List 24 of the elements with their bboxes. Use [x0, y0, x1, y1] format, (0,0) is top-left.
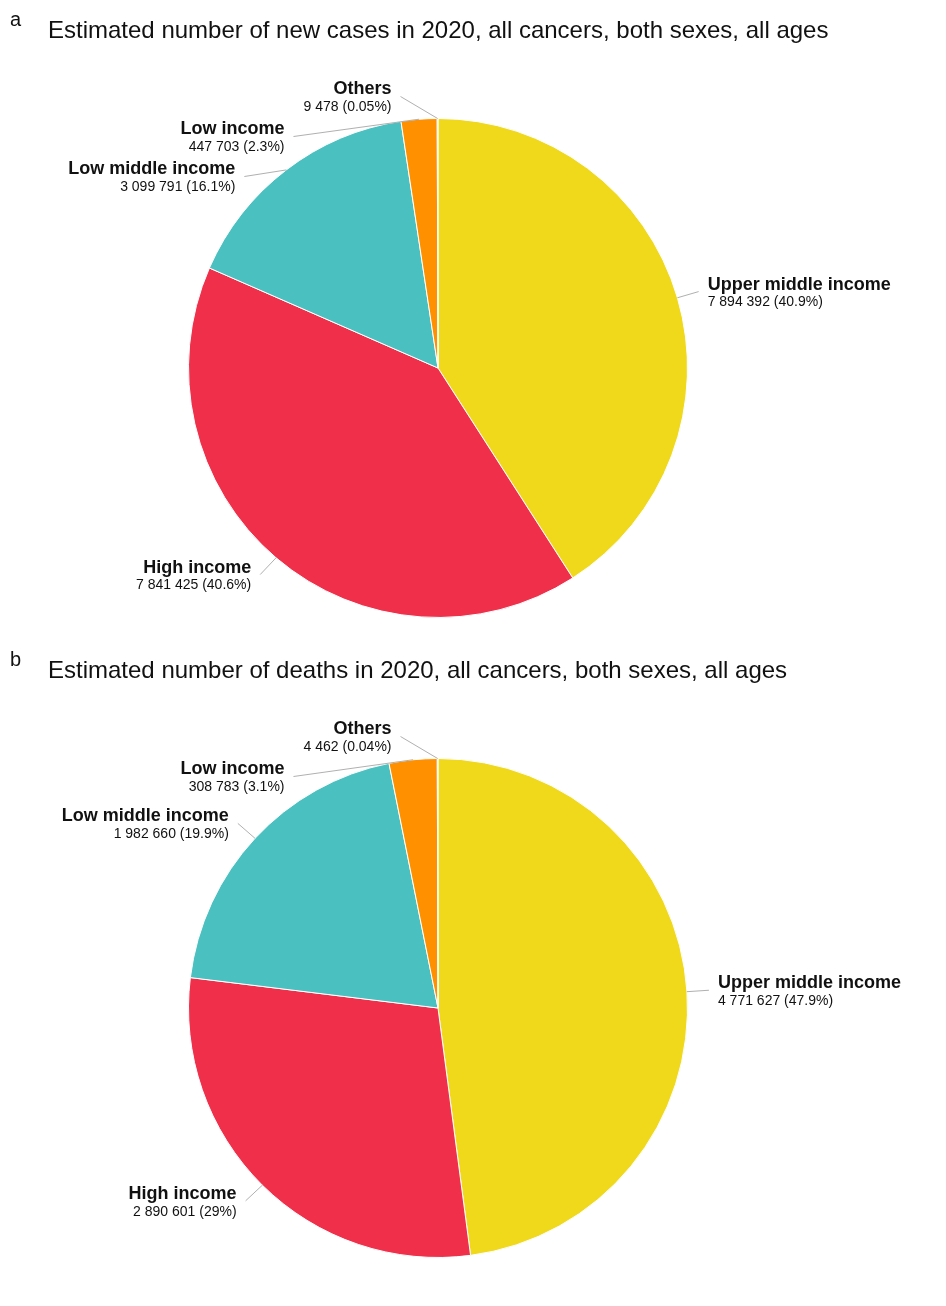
slice-label: Low income: [180, 118, 285, 139]
slice-label: Low middle income: [68, 158, 236, 179]
chart-title: Estimated number of deaths in 2020, all cancers, both sexes, all ages: [48, 656, 788, 684]
data-label: 7 841 425 (40.6%): [136, 576, 252, 593]
slice-label: Others: [333, 718, 392, 739]
data-label: 3 099 791 (16.1%): [120, 178, 236, 195]
slice-label: Others: [333, 78, 392, 99]
slice-label: High income: [143, 556, 252, 577]
slice-label: Low income: [180, 758, 285, 779]
data-label: 4 771 627 (47.9%): [717, 992, 834, 1009]
data-label: 9 478 (0.05%): [303, 98, 392, 115]
slice-label: Upper middle income: [707, 273, 891, 294]
data-label: 308 783 (3.1%): [188, 778, 285, 795]
slice-label: Low middle income: [61, 805, 229, 826]
chart-title: Estimated number of new cases in 2020, all cancers, both sexes, all ages: [48, 16, 829, 44]
text: b: [10, 648, 22, 671]
slice-label: High income: [128, 1182, 237, 1203]
data-label: 447 703 (2.3%): [188, 138, 285, 155]
text: a: [10, 8, 22, 31]
data-label: 4 462 (0.04%): [303, 738, 392, 755]
slice-label: Upper middle income: [717, 972, 901, 993]
data-label: 1 982 660 (19.9%): [113, 825, 229, 842]
data-label: 2 890 601 (29%): [133, 1202, 237, 1219]
data-label: 7 894 392 (40.9%): [707, 293, 823, 310]
